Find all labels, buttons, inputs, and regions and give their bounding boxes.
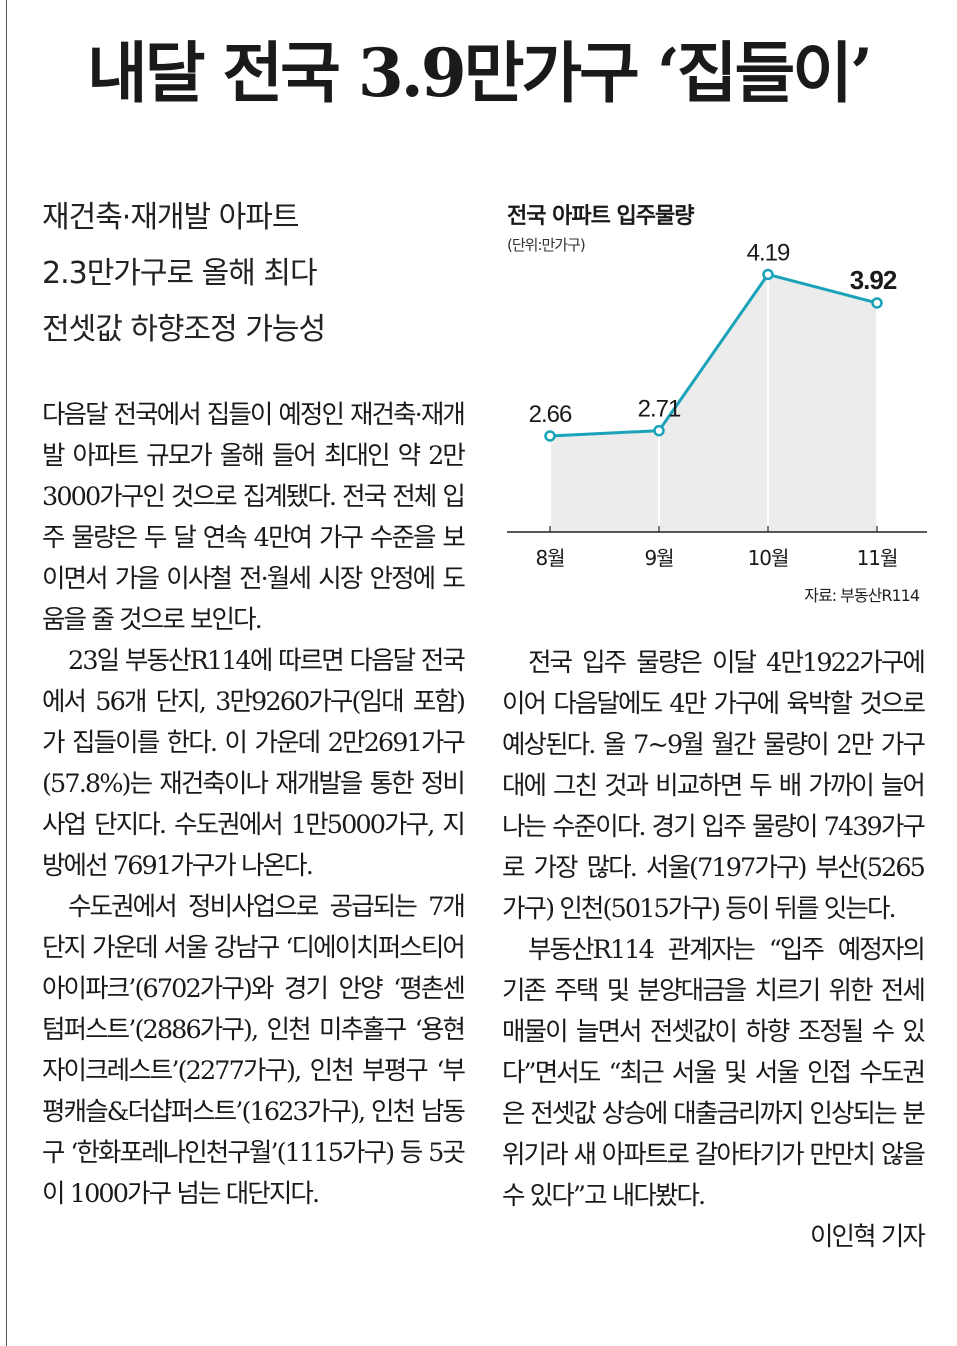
chart-area-fill xyxy=(550,274,877,532)
subheadline-block: 재건축·재개발 아파트 2.3만가구로 올해 최다 전셋값 하향조정 가능성 xyxy=(42,190,472,358)
byline: 이인혁 기자 xyxy=(809,1222,926,1252)
chart-title: 전국 아파트 입주물량 xyxy=(507,204,694,229)
chart-series-line xyxy=(549,272,878,438)
chart-data-label: 3.92 xyxy=(850,265,897,295)
chart-unit: (단위:만가구) xyxy=(507,236,586,254)
article-paragraph: 부동산R114 관계자는 “입주 예정자의 기존 주택 및 분양대금을 치르기 … xyxy=(502,935,926,1211)
chart-x-tick-label: 9월 xyxy=(644,546,673,570)
article-column-left: 다음달 전국에서 집들이 예정인 재건축·재개발 아파트 규모가 올해 들어 최… xyxy=(42,395,466,1215)
chart-data-label: 2.71 xyxy=(638,396,681,423)
article-column-right: 전국 입주 물량은 이달 4만1922가구에 이어 다음달에도 4만 가구에 육… xyxy=(502,643,926,1258)
subheadline-3: 전셋값 하향조정 가능성 xyxy=(42,312,326,347)
subheadline-1: 재건축·재개발 아파트 xyxy=(42,200,299,235)
article-paragraph: 수도권에서 정비사업으로 공급되는 7개 단지 가운데 서울 강남구 ‘디에이치… xyxy=(42,892,466,1209)
chart-plot: 2.66 2.71 4.19 3.92 8월 9월 10월 11월 xyxy=(507,239,927,570)
chart-source: 자료: 부동산R114 xyxy=(804,586,920,605)
chart-data-point xyxy=(544,430,556,442)
article-paragraph: 다음달 전국에서 집들이 예정인 재건축·재개발 아파트 규모가 올해 들어 최… xyxy=(42,400,466,635)
article-paragraph: 23일 부동산R114에 따르면 다음달 전국에서 56개 단지, 3만9260… xyxy=(42,646,466,881)
chart-x-tick-label: 10월 xyxy=(748,546,789,570)
article-paragraph: 전국 입주 물량은 이달 4만1922가구에 이어 다음달에도 4만 가구에 육… xyxy=(502,648,926,924)
chart-x-tick-label: 11월 xyxy=(857,546,898,570)
chart-data-point xyxy=(762,268,774,281)
chart-data-label: 2.66 xyxy=(529,401,572,428)
headline: 내달 전국 3.9만가구 ‘집들이’ xyxy=(87,34,873,112)
chart-data-point xyxy=(871,297,883,309)
chart-x-tick-label: 8월 xyxy=(535,546,564,570)
chart-data-point xyxy=(653,424,665,437)
subheadline-2: 2.3만가구로 올해 최다 xyxy=(42,256,318,291)
move-in-volume-chart: 전국 아파트 입주물량 (단위:만가구) 2.66 2.71 4.19 3.92 8월 9… xyxy=(497,190,937,620)
left-column-rule xyxy=(6,0,7,1346)
chart-data-label: 4.19 xyxy=(747,239,790,266)
